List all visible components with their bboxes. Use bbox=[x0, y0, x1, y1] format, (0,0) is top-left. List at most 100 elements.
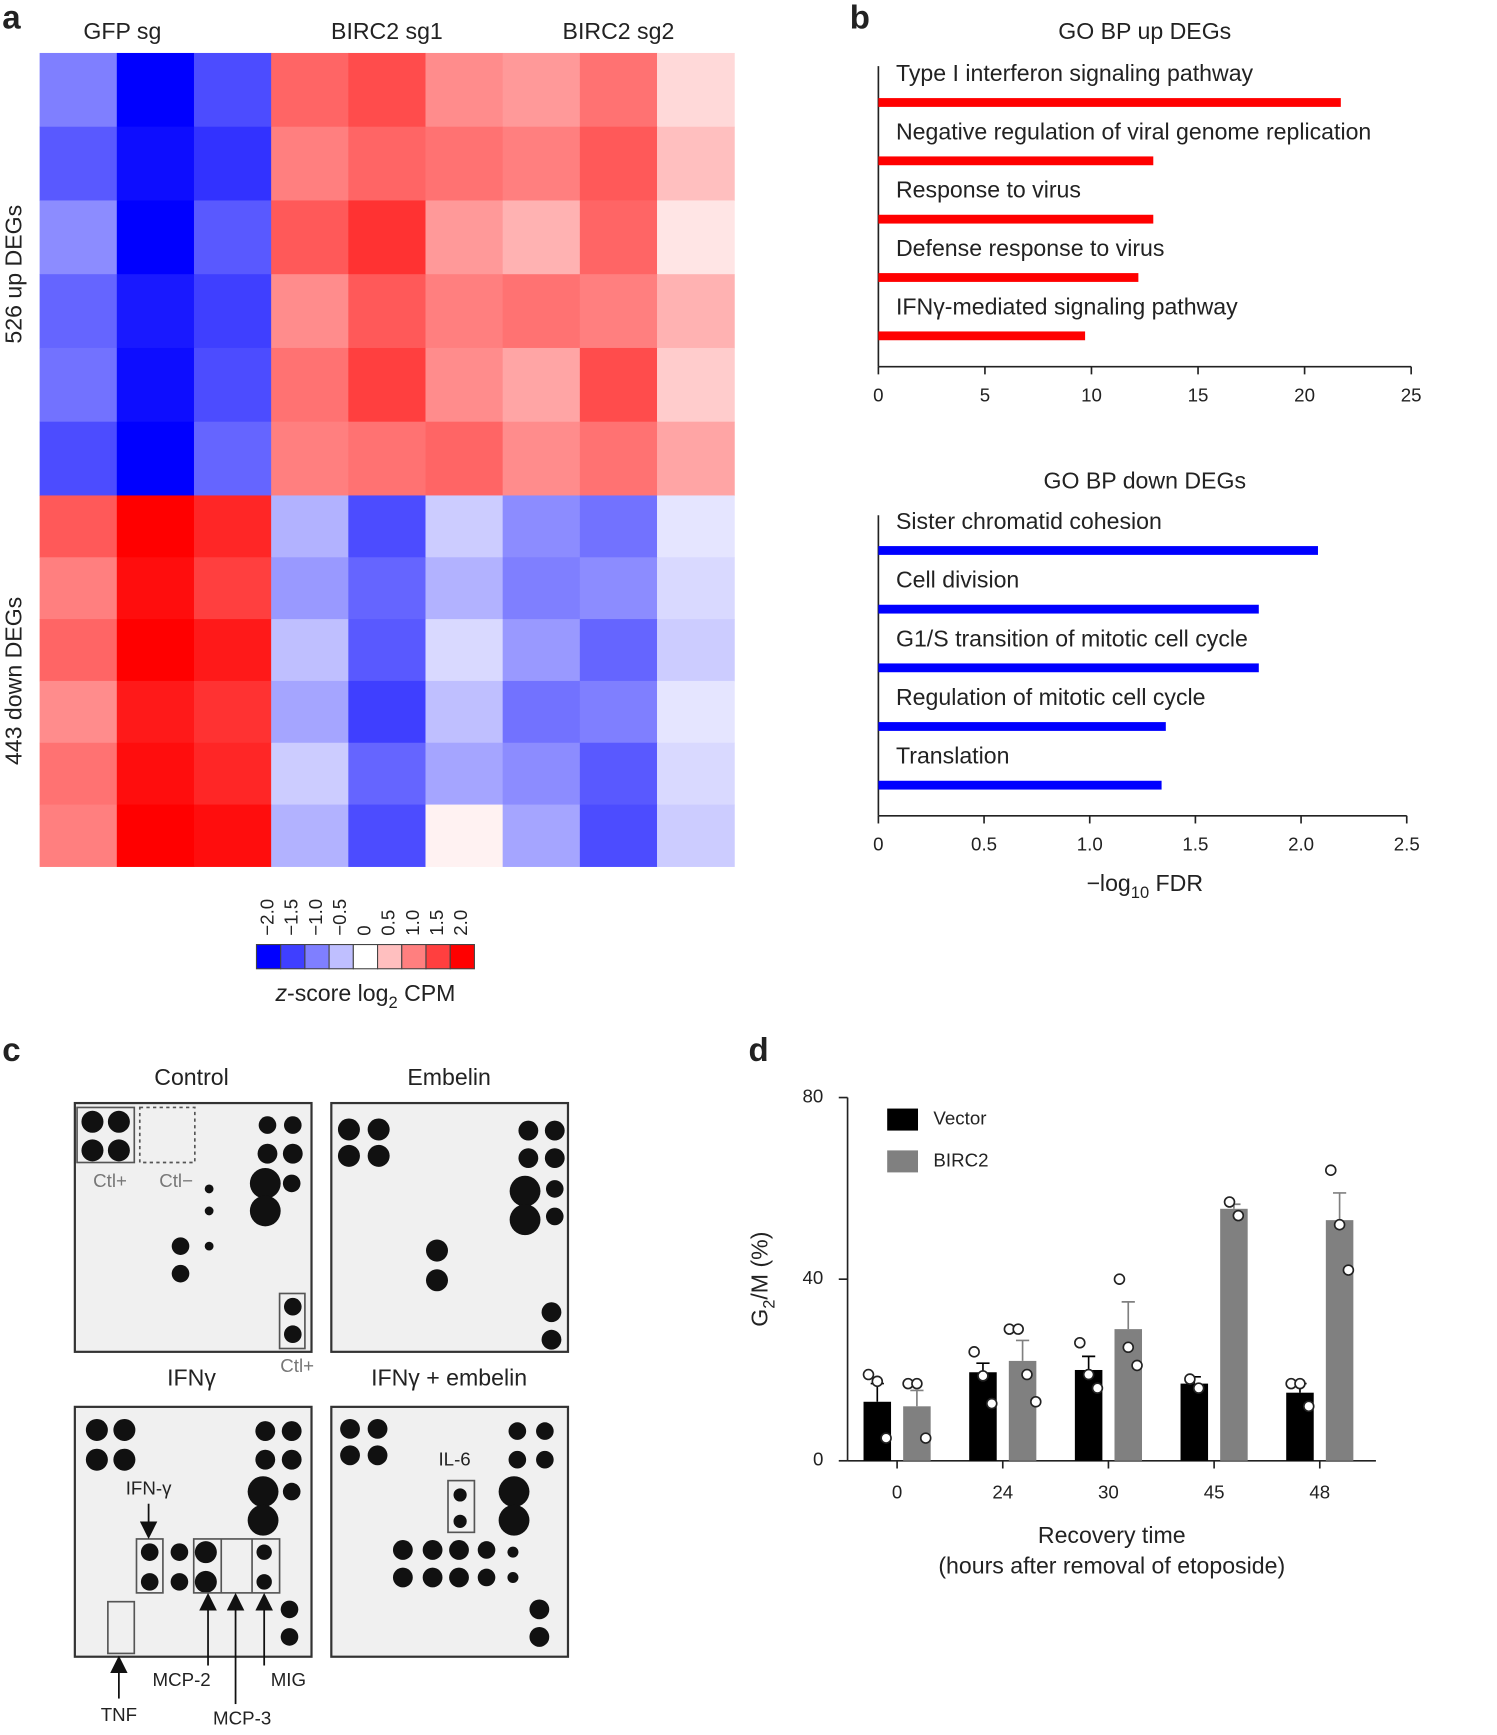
data-point bbox=[1122, 1341, 1135, 1354]
highlight-box bbox=[138, 1106, 196, 1164]
heatmap-cell bbox=[502, 804, 581, 867]
heatmap-cell bbox=[348, 126, 427, 202]
heatmap-cell bbox=[116, 200, 195, 275]
heatmap-cell bbox=[271, 126, 349, 202]
panel-label: d bbox=[749, 1031, 769, 1068]
bar bbox=[878, 780, 1162, 790]
data-point bbox=[1091, 1382, 1104, 1394]
highlight-box bbox=[76, 1106, 136, 1164]
y-tick-label: 40 bbox=[803, 1267, 824, 1288]
heatmap-cell bbox=[193, 200, 272, 275]
colorbar-swatch bbox=[401, 944, 427, 970]
error-bar bbox=[1332, 1192, 1347, 1221]
bar bbox=[878, 273, 1139, 282]
x-tick-label: 45 bbox=[1204, 1482, 1225, 1503]
heatmap-cell bbox=[657, 557, 735, 620]
blot-title: Embelin bbox=[407, 1064, 490, 1090]
heatmap-cell bbox=[502, 347, 581, 423]
bar bbox=[1180, 1383, 1209, 1461]
heatmap-cell bbox=[39, 126, 118, 202]
heatmap-cell bbox=[579, 495, 658, 558]
heatmap-cell bbox=[39, 421, 118, 497]
blot-panel: Control Embelin IFNγ IFNγ + embelin bbox=[73, 1064, 570, 1728]
heatmap-cell bbox=[193, 619, 272, 682]
heatmap-cell bbox=[657, 200, 735, 275]
heatmap-cell bbox=[657, 742, 735, 806]
heatmap-cell bbox=[193, 126, 272, 202]
x-tick-label: 30 bbox=[1098, 1482, 1119, 1503]
heatmap-cell bbox=[271, 274, 349, 349]
heatmap-cell bbox=[657, 274, 735, 349]
bar bbox=[1325, 1220, 1354, 1461]
x-tick-label: 2.0 bbox=[1288, 833, 1314, 854]
colorbar-tick-label: 1.5 bbox=[426, 910, 447, 936]
colorbar-tick-label: 1.0 bbox=[402, 910, 423, 936]
colorbar-label-part: CPM bbox=[398, 980, 456, 1006]
data-point bbox=[1113, 1273, 1126, 1285]
blot-annotation: TNF bbox=[101, 1704, 137, 1725]
heatmap-cell bbox=[348, 557, 427, 620]
heatmap-cell bbox=[116, 619, 195, 682]
x-tick-label: 24 bbox=[992, 1482, 1013, 1503]
heatmap-cell bbox=[425, 200, 504, 275]
bar bbox=[878, 722, 1166, 731]
heatmap-cell bbox=[579, 52, 658, 128]
y-axis-label: G2/M (%) bbox=[747, 1232, 779, 1327]
blot-annotation: IFN-γ bbox=[126, 1477, 172, 1498]
heatmap-cell bbox=[657, 495, 735, 558]
category-label: Cell division bbox=[896, 567, 1019, 593]
colorbar-tick-label: −0.5 bbox=[329, 899, 350, 936]
category-label: Sister chromatid cohesion bbox=[896, 508, 1162, 534]
colorbar-swatch bbox=[255, 944, 282, 970]
y-axis-label-part: G bbox=[747, 1309, 773, 1327]
blot bbox=[73, 1101, 313, 1353]
heatmap-cell bbox=[425, 804, 504, 867]
legend-swatch bbox=[887, 1108, 919, 1131]
data-point bbox=[1021, 1368, 1033, 1381]
heatmap-cell bbox=[39, 742, 118, 806]
heatmap-cell bbox=[193, 52, 272, 128]
heatmap-cell bbox=[425, 52, 504, 128]
heatmap-cell bbox=[579, 557, 658, 620]
data-point bbox=[1325, 1164, 1337, 1176]
y-axis-label-part: /M (%) bbox=[747, 1232, 773, 1300]
highlight-box bbox=[135, 1538, 164, 1594]
heatmap-cell bbox=[425, 495, 504, 558]
colorbar-label: z-score log2 CPM bbox=[274, 980, 455, 1012]
data-point bbox=[1074, 1336, 1086, 1349]
heatmap-cell bbox=[348, 804, 427, 867]
heatmap-cell bbox=[502, 742, 581, 806]
bar bbox=[878, 331, 1086, 341]
blot-annotation: Ctl+ bbox=[93, 1170, 127, 1191]
heatmap-cell bbox=[271, 200, 349, 275]
heatmap-cell bbox=[193, 347, 272, 423]
heatmap-cell bbox=[116, 495, 195, 558]
chart-title: GO BP up DEGs bbox=[1058, 18, 1231, 44]
data-point bbox=[985, 1397, 998, 1410]
colorbar-label-part: z bbox=[274, 980, 287, 1006]
blot-annotation: IL-6 bbox=[438, 1449, 470, 1470]
heatmap-cell bbox=[116, 52, 195, 128]
heatmap-cell bbox=[348, 274, 427, 349]
chart-title: GO BP down DEGs bbox=[1044, 467, 1247, 493]
bar bbox=[878, 156, 1154, 166]
data-point bbox=[1012, 1323, 1024, 1335]
heatmap-cell bbox=[502, 274, 581, 349]
row-group-label: 443 down DEGs bbox=[1, 597, 27, 765]
heatmap-cell bbox=[579, 804, 658, 867]
category-label: IFNγ-mediated signaling pathway bbox=[896, 293, 1238, 319]
legend-swatch bbox=[887, 1150, 919, 1173]
blot-title: IFNγ bbox=[167, 1364, 216, 1390]
legend-label: BIRC2 bbox=[933, 1149, 988, 1170]
heatmap-cell bbox=[193, 421, 272, 497]
blot-title: Control bbox=[154, 1064, 229, 1090]
heatmap-cell bbox=[348, 742, 427, 806]
heatmap-cell bbox=[425, 742, 504, 806]
x-tick-label: 20 bbox=[1294, 384, 1315, 405]
blot-annotation: MCP-3 bbox=[213, 1707, 271, 1728]
heatmap-cell bbox=[39, 200, 118, 275]
heatmap-cell bbox=[39, 557, 118, 620]
heatmap-cell bbox=[579, 274, 658, 349]
heatmap-cell bbox=[348, 619, 427, 682]
